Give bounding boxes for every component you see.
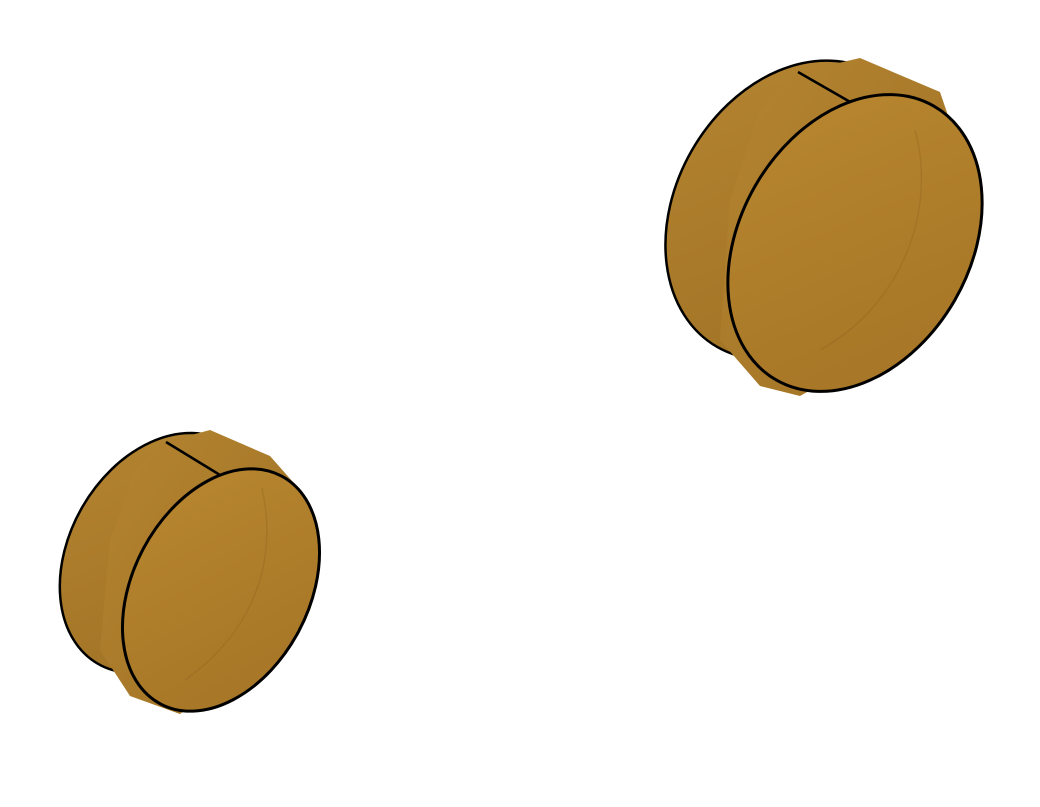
large-disc[interactable] — [613, 13, 1034, 437]
large-disc-hidden-edge — [819, 129, 923, 351]
large-disc-seam — [797, 70, 853, 105]
small-disc-seam — [165, 440, 221, 477]
small-disc[interactable] — [18, 396, 359, 745]
small-disc-hidden-edge — [184, 487, 268, 681]
small-disc-front-face — [120, 467, 322, 713]
large-disc-front-face — [726, 93, 984, 393]
